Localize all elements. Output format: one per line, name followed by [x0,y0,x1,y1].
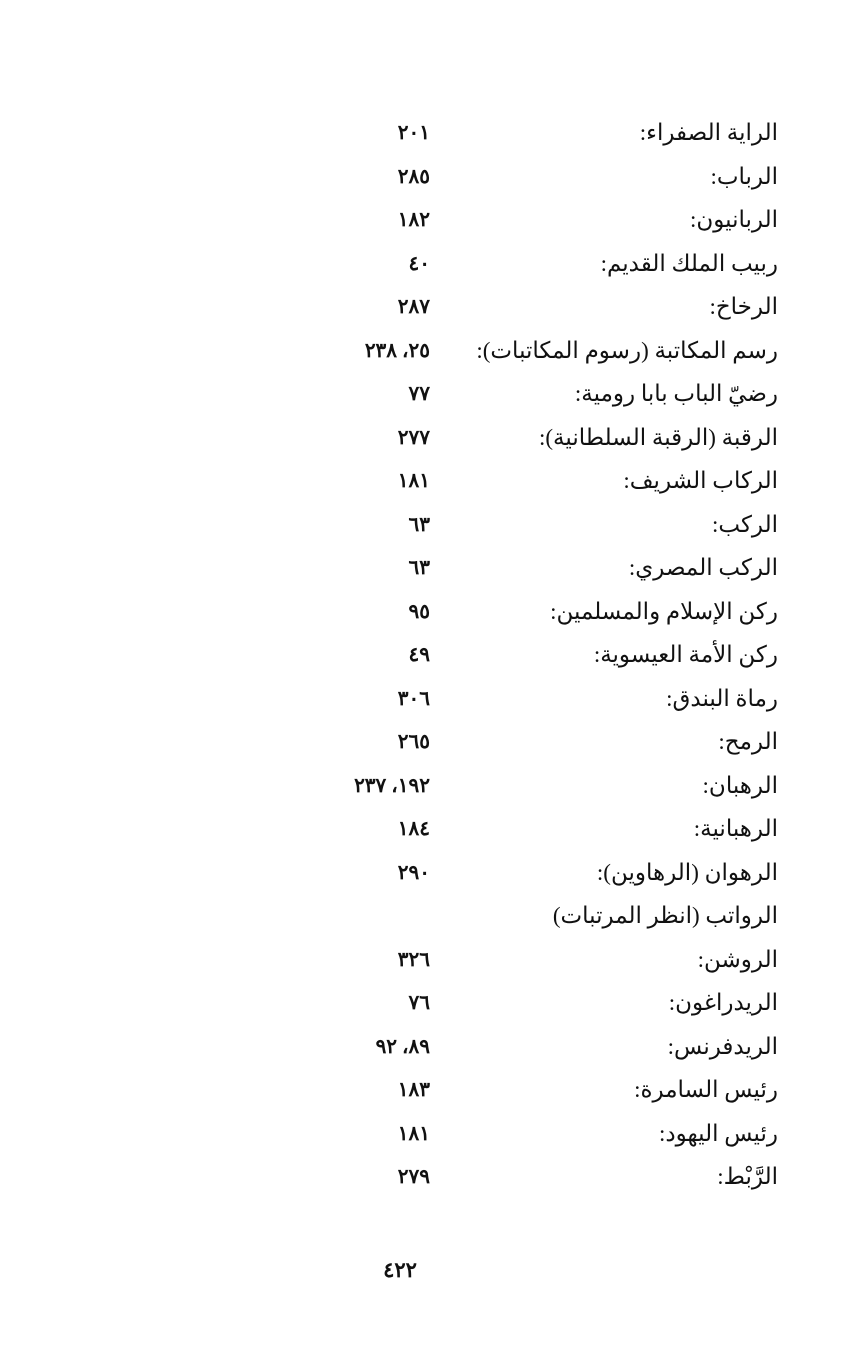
index-page-refs: ١٨٢ [397,209,430,231]
index-term: الرهوان (الرهاوين): [596,859,778,885]
index-entry: الرهوان (الرهاوين): ٢٩٠ [0,853,849,897]
index-list: الراية الصفراء: ٢٠١ الرباب: ٢٨٥ الربانيون: ١٨… [0,113,849,1201]
index-page-refs: ١٨٣ [397,1079,430,1101]
index-entry: الروشن: ٣٢٦ [0,940,849,984]
index-page-refs: ١٨٤ [397,818,430,840]
index-entry: رئيس السامرة: ١٨٣ [0,1070,849,1114]
index-term: الرخاخ: [709,294,778,319]
index-entry: الرباب: ٢٨٥ [0,157,849,201]
index-entry: ركن الإسلام والمسلمين: ٩٥ [0,592,849,636]
index-entry: ربيب الملك القديم: ٤٠ [0,244,849,288]
index-page-refs: ٣٢٦ [397,948,430,971]
index-page-refs: ١٩٢، ٢٣٧ [354,774,430,797]
index-entry: الربانيون: ١٨٢ [0,200,849,244]
index-page-refs: ٢٨٥ [397,165,430,188]
index-term: الروشن: [697,946,778,972]
index-term: الرهبانية: [693,816,778,841]
index-entry: ركن الأمة العيسوية: ٤٩ [0,635,849,679]
index-term: رئيس السامرة: [634,1077,778,1102]
index-page-refs: ٧٧ [408,383,430,405]
index-entry: الرهبان: ١٩٢، ٢٣٧ [0,766,849,810]
index-entry: الركب: ٦٣ [0,505,849,549]
index-page-refs: ١٨١ [397,1122,430,1145]
index-term: الريدفرنس: [667,1033,778,1059]
index-page-refs: ٢٥، ٢٣٨ [364,339,430,362]
index-term: رضيّ الباب بابا رومية: [574,381,778,406]
index-term: رئيس اليهود: [659,1120,778,1146]
index-entry: رماة البندق: ٣٠٦ [0,679,849,723]
index-page-refs: ٢٧٩ [397,1166,430,1188]
index-page-refs: ١٨١ [397,470,430,492]
index-page-refs: ٢٩٠ [397,861,430,884]
index-term: الرواتب (انظر المرتبات) [552,903,778,928]
index-page-refs: ٦٣ [408,513,430,536]
index-page-refs: ٢٠١ [397,122,430,144]
index-entry: الرَّبْط: ٢٧٩ [0,1157,849,1201]
index-term: الربانيون: [689,207,778,232]
index-term: ركن الإسلام والمسلمين: [550,598,778,624]
index-term: الرباب: [710,163,778,189]
index-term: الركب المصري: [628,555,778,580]
index-entry: الركاب الشريف: ١٨١ [0,461,849,505]
index-term: ركن الأمة العيسوية: [593,642,778,667]
index-entry: الرواتب (انظر المرتبات) [0,896,849,940]
index-term: رسم المكاتبة (رسوم المكاتبات): [476,337,778,363]
index-term: الرمح: [718,729,778,754]
index-term: الرَّبْط: [717,1164,778,1189]
index-term: الريدراغون: [668,990,778,1015]
index-page-refs: ٢٦٥ [397,731,430,753]
index-page-refs: ٢٧٧ [397,426,430,449]
index-entry: الركب المصري: ٦٣ [0,548,849,592]
index-entry: الرهبانية: ١٨٤ [0,809,849,853]
index-page-refs: ٩٥ [408,600,430,623]
index-page-refs: ٣٠٦ [397,687,430,710]
index-term: ربيب الملك القديم: [600,250,778,276]
index-entry: الريدراغون: ٧٦ [0,983,849,1027]
index-term: الركب: [711,511,778,537]
index-page-refs: ٤٩ [408,644,430,666]
index-page-refs: ٤٠ [408,252,430,275]
index-term: الرقبة (الرقبة السلطانية): [539,424,778,450]
index-term: رماة البندق: [666,685,778,711]
index-term: الركاب الشريف: [623,468,778,493]
index-term: الراية الصفراء: [639,120,778,145]
index-page-refs: ٢٨٧ [397,296,430,318]
index-page-refs: ٧٦ [408,992,430,1014]
index-entry: رسم المكاتبة (رسوم المكاتبات): ٢٥، ٢٣٨ [0,331,849,375]
index-entry: الراية الصفراء: ٢٠١ [0,113,849,157]
index-entry: رضيّ الباب بابا رومية: ٧٧ [0,374,849,418]
index-entry: الريدفرنس: ٨٩، ٩٢ [0,1027,849,1071]
page-number: ٤٢٢ [383,1258,417,1282]
index-page-refs: ٨٩، ٩٢ [375,1035,430,1058]
index-page-refs: ٦٣ [408,557,430,579]
index-entry: الرخاخ: ٢٨٧ [0,287,849,331]
index-entry: الرمح: ٢٦٥ [0,722,849,766]
index-entry: الرقبة (الرقبة السلطانية): ٢٧٧ [0,418,849,462]
index-term: الرهبان: [702,772,778,798]
index-entry: رئيس اليهود: ١٨١ [0,1114,849,1158]
